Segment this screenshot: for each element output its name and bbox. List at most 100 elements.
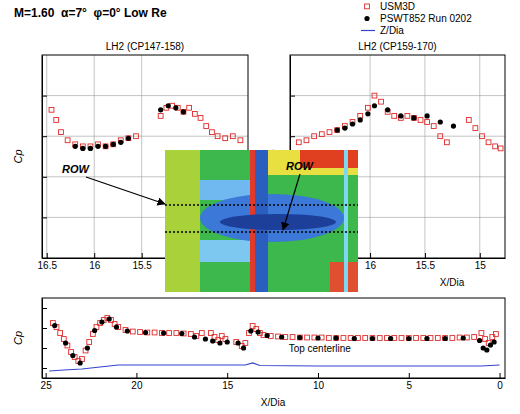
data-point: [424, 336, 429, 341]
tick: [42, 328, 47, 329]
data-point: [210, 338, 215, 343]
tick-mark: [47, 253, 48, 258]
data-point: [377, 336, 382, 341]
inset-label: ROW: [286, 160, 315, 172]
tick-mark: [425, 253, 426, 258]
data-point: [70, 353, 75, 358]
data-point: [312, 134, 317, 139]
tick-mark: [42, 136, 47, 137]
tick-label: 0: [497, 380, 503, 391]
panel-title: LH2 (CP159-170): [358, 41, 436, 52]
tick: 15.5: [416, 253, 436, 271]
data-point: [173, 105, 178, 110]
tick: [42, 308, 47, 309]
tick-label: 10: [313, 380, 325, 391]
data-point: [498, 146, 503, 151]
tick: 15: [222, 373, 234, 391]
legend-marker: [364, 16, 369, 21]
data-point: [130, 329, 135, 334]
arrow: [86, 177, 165, 204]
data-point: [192, 334, 197, 339]
data-point: [248, 328, 253, 333]
data-point: [103, 144, 108, 149]
data-point: [265, 333, 270, 338]
tick-mark: [42, 217, 47, 218]
data-point: [414, 336, 419, 341]
data-point: [243, 341, 248, 346]
data-point: [431, 124, 436, 129]
data-point: [305, 335, 310, 340]
data-point: [392, 114, 397, 119]
data-point: [49, 107, 54, 112]
data-point: [486, 140, 491, 145]
figure-title: M=1.60 α=7° φ=0° Low Re: [14, 6, 167, 20]
tick: [290, 96, 295, 97]
tick: 20: [131, 373, 143, 391]
data-point: [466, 118, 471, 123]
data-point: [412, 116, 417, 121]
tick-mark: [42, 96, 47, 97]
data-point: [111, 142, 116, 147]
tick: [42, 368, 47, 369]
data-point: [107, 316, 112, 321]
grid-line: [424, 55, 425, 258]
row-line: [165, 231, 358, 232]
tick: 15: [475, 253, 487, 271]
data-point: [63, 340, 68, 345]
tick: [42, 96, 47, 97]
data-point: [65, 138, 70, 143]
data-point: [118, 140, 123, 145]
data-point: [181, 109, 186, 114]
data-point: [52, 323, 57, 328]
data-point: [174, 331, 179, 336]
legend-label: USM3D: [380, 1, 415, 12]
data-point: [315, 335, 320, 340]
data-point: [54, 118, 59, 123]
legend-label: Z/Dia: [380, 25, 404, 36]
data-point: [451, 123, 456, 128]
data-point: [411, 115, 416, 120]
data-point: [88, 146, 93, 151]
data-point: [85, 345, 90, 350]
data-point: [443, 336, 448, 341]
data-point: [95, 144, 100, 149]
tick-mark: [42, 368, 47, 369]
tick-mark: [42, 348, 47, 349]
marks: [296, 93, 503, 151]
data-point: [450, 336, 455, 341]
data-point: [352, 336, 357, 341]
tick: [42, 177, 47, 178]
inset-region: [165, 150, 200, 292]
data-point: [138, 330, 143, 335]
tick-mark: [370, 253, 371, 258]
data-point: [204, 124, 209, 129]
data-point: [372, 103, 377, 108]
data-point: [335, 128, 340, 133]
tick-mark: [42, 328, 47, 329]
data-point: [99, 319, 104, 324]
data-point: [192, 111, 197, 116]
row-line: [165, 204, 358, 205]
data-point: [472, 335, 477, 340]
data-point: [363, 336, 368, 341]
data-point: [425, 113, 430, 118]
grid-line: [94, 55, 95, 258]
tick: 16.5: [38, 253, 58, 271]
grid-line: [42, 136, 248, 137]
data-point: [255, 329, 260, 334]
data-point: [297, 335, 302, 340]
tick: 16: [89, 253, 101, 271]
data-point: [480, 134, 485, 139]
inset-body: [220, 214, 336, 230]
data-point: [399, 336, 404, 341]
tick-mark: [318, 373, 319, 378]
data-point: [358, 117, 363, 122]
tick-label: 16: [365, 260, 377, 271]
data-point: [335, 128, 340, 133]
tick: 16: [365, 253, 377, 271]
tick: [42, 136, 47, 137]
data-point: [187, 105, 192, 110]
data-point: [425, 120, 430, 125]
figure: M=1.60 α=7° φ=0° Low Re 16.5 16 15.5 LH2 (CP…: [0, 0, 520, 414]
data-point: [342, 125, 347, 130]
